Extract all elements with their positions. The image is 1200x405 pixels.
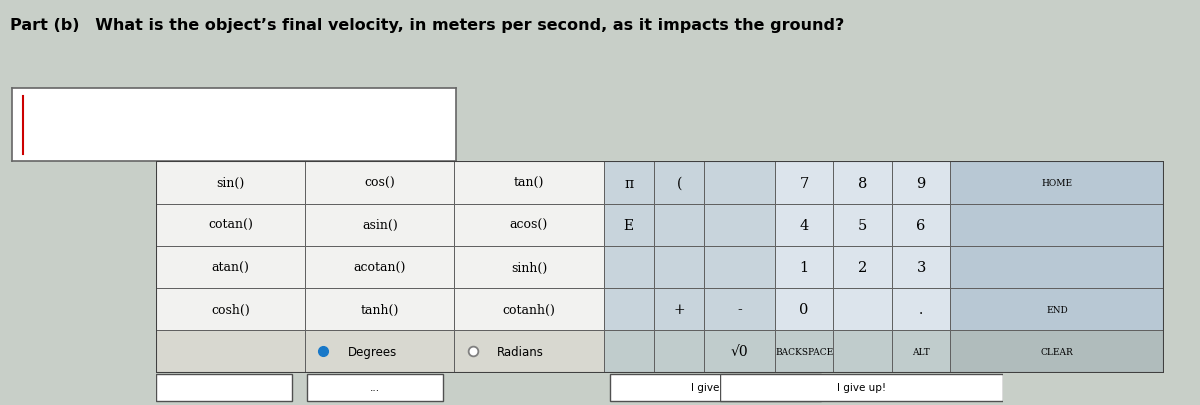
Bar xyxy=(950,246,1164,288)
Text: BACKSPACE: BACKSPACE xyxy=(775,347,833,356)
Bar xyxy=(307,374,443,401)
Text: 3: 3 xyxy=(917,260,925,274)
Bar xyxy=(775,204,833,246)
Text: ALT: ALT xyxy=(912,347,930,356)
Bar xyxy=(950,288,1164,330)
Text: ...: ... xyxy=(370,382,380,392)
Bar xyxy=(654,204,704,246)
Bar xyxy=(775,330,833,373)
Bar xyxy=(775,288,833,330)
Bar xyxy=(892,246,950,288)
Text: 5: 5 xyxy=(858,218,868,232)
Bar xyxy=(156,288,305,330)
Text: 1: 1 xyxy=(799,260,809,274)
Text: √0: √0 xyxy=(731,345,749,358)
Bar xyxy=(156,330,305,373)
Text: Radians: Radians xyxy=(497,345,544,358)
Text: sinh(): sinh() xyxy=(511,261,547,274)
Bar xyxy=(704,288,775,330)
Text: I give up!: I give up! xyxy=(691,382,740,392)
Text: atan(): atan() xyxy=(211,261,250,274)
Bar xyxy=(604,330,654,373)
Bar xyxy=(305,288,455,330)
Text: .: . xyxy=(919,303,923,316)
Bar xyxy=(156,374,292,401)
Text: cos(): cos() xyxy=(365,177,395,190)
Bar xyxy=(704,162,775,204)
Bar xyxy=(704,204,775,246)
Bar xyxy=(775,246,833,288)
Text: 9: 9 xyxy=(917,176,925,190)
Bar xyxy=(305,246,455,288)
Bar xyxy=(455,204,604,246)
Bar xyxy=(950,330,1164,373)
Bar xyxy=(156,162,305,204)
Bar xyxy=(604,246,654,288)
Text: cotanh(): cotanh() xyxy=(503,303,556,316)
Text: tanh(): tanh() xyxy=(360,303,398,316)
Bar xyxy=(455,246,604,288)
Bar xyxy=(455,288,604,330)
Bar xyxy=(775,162,833,204)
Text: Degrees: Degrees xyxy=(348,345,397,358)
Bar xyxy=(156,246,305,288)
Bar xyxy=(892,162,950,204)
Bar xyxy=(604,204,654,246)
Text: 0: 0 xyxy=(799,303,809,316)
Bar xyxy=(833,246,892,288)
Text: HOME: HOME xyxy=(1042,179,1073,188)
Bar xyxy=(892,204,950,246)
Bar xyxy=(305,204,455,246)
Text: 2: 2 xyxy=(858,260,868,274)
Text: I give up!: I give up! xyxy=(838,382,886,392)
Bar xyxy=(654,330,704,373)
Bar xyxy=(950,162,1164,204)
Text: -: - xyxy=(737,303,742,316)
Bar xyxy=(305,330,455,373)
Bar xyxy=(654,288,704,330)
Text: acos(): acos() xyxy=(510,219,548,232)
Bar xyxy=(455,162,604,204)
Bar xyxy=(950,204,1164,246)
Text: E: E xyxy=(624,218,634,232)
Text: END: END xyxy=(1046,305,1068,314)
Text: cotan(): cotan() xyxy=(208,219,253,232)
Bar xyxy=(654,162,704,204)
Bar xyxy=(833,204,892,246)
Bar xyxy=(704,330,775,373)
Text: asin(): asin() xyxy=(362,219,397,232)
Text: π: π xyxy=(624,176,634,190)
Bar xyxy=(833,288,892,330)
Bar xyxy=(720,374,1003,401)
Bar xyxy=(604,162,654,204)
Bar xyxy=(156,204,305,246)
Text: 4: 4 xyxy=(799,218,809,232)
Text: What is the object’s final velocity, in meters per second, as it impacts the gro: What is the object’s final velocity, in … xyxy=(84,18,845,33)
Text: tan(): tan() xyxy=(514,177,544,190)
Bar xyxy=(704,246,775,288)
Bar xyxy=(604,288,654,330)
Bar xyxy=(305,162,455,204)
Text: 8: 8 xyxy=(858,176,868,190)
Bar xyxy=(455,330,604,373)
Text: CLEAR: CLEAR xyxy=(1040,347,1074,356)
Text: +: + xyxy=(673,303,685,316)
Bar xyxy=(892,330,950,373)
Text: Part (b): Part (b) xyxy=(10,18,79,33)
Text: 7: 7 xyxy=(799,176,809,190)
Bar xyxy=(610,374,821,401)
Text: 6: 6 xyxy=(917,218,925,232)
Bar xyxy=(833,330,892,373)
Text: acotan(): acotan() xyxy=(354,261,406,274)
Bar xyxy=(833,162,892,204)
Bar xyxy=(654,246,704,288)
Text: sin(): sin() xyxy=(216,177,245,190)
Text: (: ( xyxy=(677,176,682,190)
Bar xyxy=(892,288,950,330)
Text: cosh(): cosh() xyxy=(211,303,250,316)
